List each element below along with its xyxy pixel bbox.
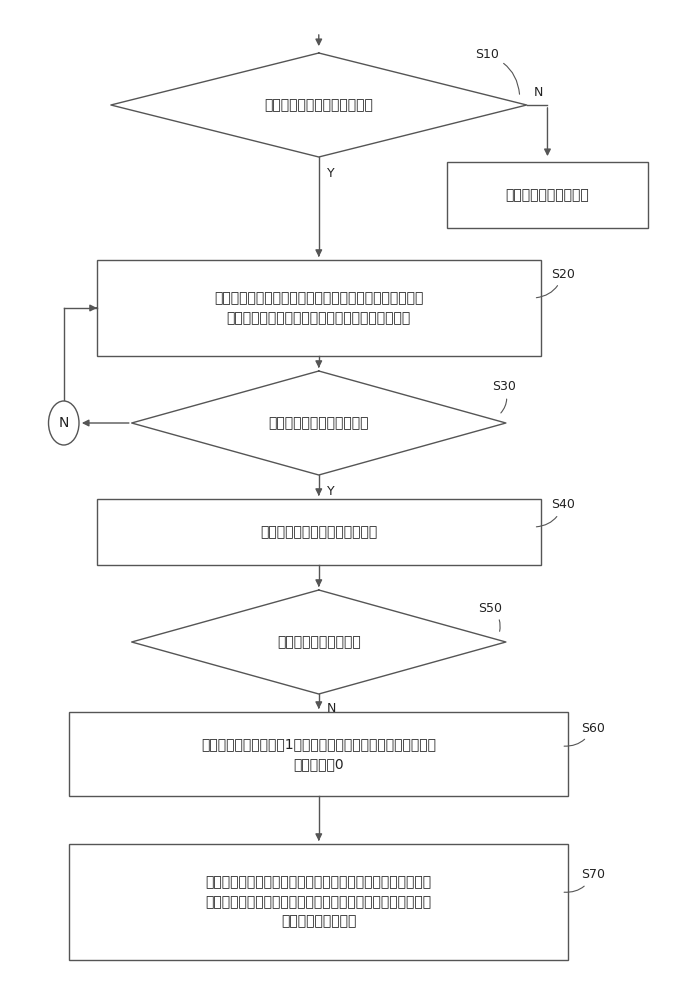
Bar — [69, 844, 568, 960]
Polygon shape — [132, 590, 506, 694]
Text: 将当前启动失败次数加1，并获取等待时间，其中，初始的启动
失败次数为0: 将当前启动失败次数加1，并获取等待时间，其中，初始的启动 失败次数为0 — [201, 737, 437, 771]
Polygon shape — [132, 371, 506, 475]
Text: 判断是否满足预热结束条件: 判断是否满足预热结束条件 — [268, 416, 369, 430]
Text: 向驱动电路输出特定的旋转电压矢量以在电机内部产生无
功功率，从而对控制器、驱动电路及电机进行预热: 向驱动电路输出特定的旋转电压矢量以在电机内部产生无 功功率，从而对控制器、驱动电… — [214, 291, 423, 325]
Polygon shape — [111, 53, 527, 157]
Text: Y: Y — [327, 485, 335, 498]
Bar — [97, 260, 541, 356]
Text: N: N — [327, 702, 337, 715]
Text: S30: S30 — [492, 380, 516, 413]
Text: 通过所述驱动电路控制电机启动: 通过所述驱动电路控制电机启动 — [260, 525, 378, 539]
Text: S10: S10 — [475, 48, 520, 94]
Text: Y: Y — [327, 167, 335, 180]
Text: 判断当前是否处于超低温环境: 判断当前是否处于超低温环境 — [264, 98, 374, 112]
Text: 在等待时间内，向驱动电路输出特定的旋转电压矢量以在电机
内部产生无功功率，从而对控制器、驱动电路及电机进行预热
，直至等待时间结束: 在等待时间内，向驱动电路输出特定的旋转电压矢量以在电机 内部产生无功功率，从而对… — [206, 876, 432, 928]
Bar — [447, 162, 648, 228]
Bar — [69, 712, 568, 796]
Text: 判断电机是否启动成功: 判断电机是否启动成功 — [277, 635, 360, 649]
Text: N: N — [59, 416, 69, 430]
Text: S40: S40 — [536, 498, 574, 527]
Text: S50: S50 — [478, 601, 502, 631]
Text: 直接进入正常启动环节: 直接进入正常启动环节 — [506, 188, 589, 202]
Text: N: N — [534, 86, 543, 99]
Circle shape — [49, 401, 79, 445]
Text: S60: S60 — [564, 722, 604, 746]
Text: S70: S70 — [564, 868, 605, 892]
Bar — [97, 499, 541, 565]
Text: S20: S20 — [536, 267, 574, 298]
